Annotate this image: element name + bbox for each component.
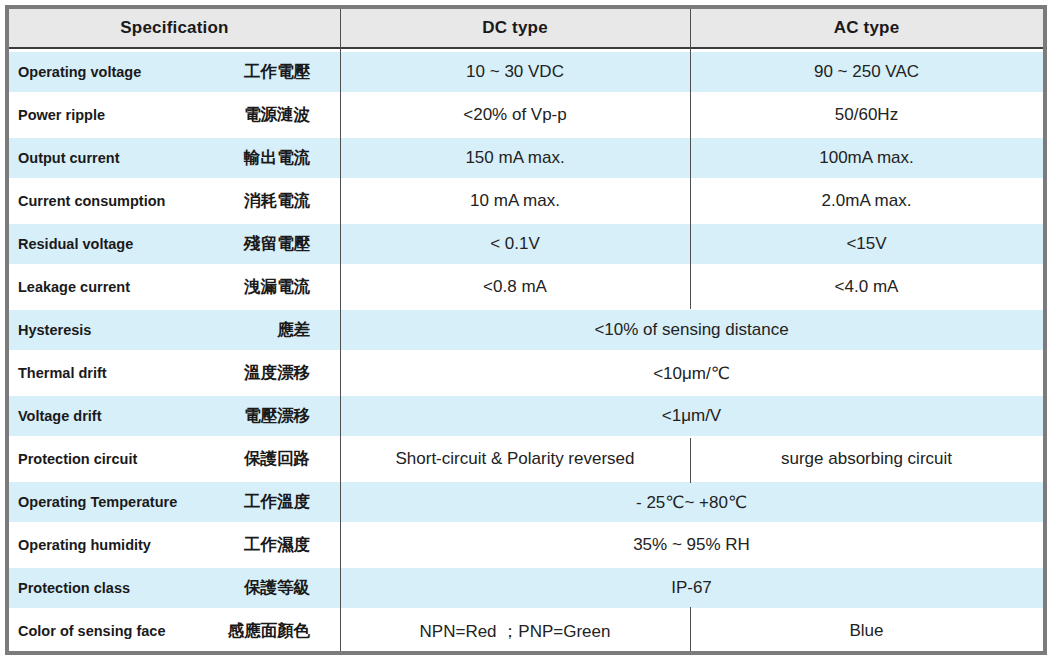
value-ac: 100mA max. — [690, 138, 1043, 178]
spec-label-cell: Operating humidity 工作濕度 — [9, 525, 340, 565]
spec-label-en: Current consumption — [18, 193, 165, 209]
table-row-operating-humidity: Operating humidity 工作濕度 35% ~ 95% RH — [9, 525, 1043, 565]
table-row-protection-class: Protection class 保護等級 IP-67 — [9, 568, 1043, 608]
spec-label-cell: Protection circuit 保護回路 — [9, 439, 340, 479]
spec-label-zh: 電源漣波 — [244, 104, 310, 126]
value-span: <10% of sensing distance — [340, 310, 1043, 350]
spec-label-en: Hysteresis — [18, 322, 91, 338]
table-row-voltage-drift: Voltage drift 電壓漂移 <1μm/V — [9, 396, 1043, 436]
table-row-hysteresis: Hysteresis 應差 <10% of sensing distance — [9, 310, 1043, 350]
spec-label-cell: Thermal drift 溫度漂移 — [9, 353, 340, 393]
spec-label-zh: 感應面顏色 — [228, 620, 311, 642]
spec-label-zh: 輸出電流 — [244, 147, 310, 169]
spec-label-cell: Leakage current 洩漏電流 — [9, 267, 340, 307]
value-span: IP-67 — [340, 568, 1043, 608]
spec-label-en: Voltage drift — [18, 408, 102, 424]
spec-label-cell: Residual voltage 殘留電壓 — [9, 224, 340, 264]
spec-label-cell: Operating voltage 工作電壓 — [9, 52, 340, 92]
spec-label-zh: 溫度漂移 — [244, 362, 310, 384]
spec-label-en: Protection circuit — [18, 451, 137, 467]
spec-label-en: Protection class — [18, 580, 130, 596]
spec-label-en: Operating humidity — [18, 537, 151, 553]
spec-label-zh: 工作濕度 — [244, 534, 310, 556]
spec-label-en: Operating voltage — [18, 64, 141, 80]
spec-label-cell: Output current 輸出電流 — [9, 138, 340, 178]
spec-label-cell: Operating Temperature 工作溫度 — [9, 482, 340, 522]
spec-label-en: Operating Temperature — [18, 494, 177, 510]
value-ac: <15V — [690, 224, 1043, 264]
spec-label-zh: 殘留電壓 — [244, 233, 310, 255]
value-dc: <20% of Vp-p — [340, 95, 690, 135]
value-dc: 150 mA max. — [340, 138, 690, 178]
table-row-residual-voltage: Residual voltage 殘留電壓 < 0.1V<15V — [9, 224, 1043, 264]
spec-label-zh: 保護回路 — [244, 448, 310, 470]
spec-label-cell: Protection class 保護等級 — [9, 568, 340, 608]
value-ac: 90 ~ 250 VAC — [690, 52, 1043, 92]
specification-table: Specification DC type AC type Operating … — [5, 5, 1047, 655]
spec-label-en: Residual voltage — [18, 236, 133, 252]
table-row-color-of-sensing-face: Color of sensing face 感應面顏色 NPN=Red ；PNP=G… — [9, 611, 1043, 651]
value-ac: <4.0 mA — [690, 267, 1043, 307]
spec-label-zh: 電壓漂移 — [244, 405, 310, 427]
table-header-row: Specification DC type AC type — [9, 9, 1043, 49]
spec-label-cell: Power ripple 電源漣波 — [9, 95, 340, 135]
spec-label-cell: Voltage drift 電壓漂移 — [9, 396, 340, 436]
value-dc: NPN=Red ；PNP=Green — [340, 611, 690, 651]
value-ac: surge absorbing circuit — [690, 439, 1043, 479]
value-span: 35% ~ 95% RH — [340, 525, 1043, 565]
value-ac: Blue — [690, 611, 1043, 651]
spec-label-en: Leakage current — [18, 279, 130, 295]
spec-label-en: Thermal drift — [18, 365, 107, 381]
spec-label-cell: Color of sensing face 感應面顏色 — [9, 611, 340, 651]
spec-label-cell: Current consumption 消耗電流 — [9, 181, 340, 221]
spec-label-cell: Hysteresis 應差 — [9, 310, 340, 350]
table-row-thermal-drift: Thermal drift 溫度漂移 <10μm/℃ — [9, 353, 1043, 393]
spec-label-zh: 保護等級 — [244, 577, 310, 599]
spec-label-zh: 應差 — [277, 319, 310, 341]
spec-label-en: Color of sensing face — [18, 623, 165, 639]
value-span: - 25℃~ +80℃ — [340, 482, 1043, 522]
table-row-operating-temperature: Operating Temperature 工作溫度 - 25℃~ +80℃ — [9, 482, 1043, 522]
value-dc: 10 mA max. — [340, 181, 690, 221]
value-span: <10μm/℃ — [340, 353, 1043, 393]
table-row-power-ripple: Power ripple 電源漣波 <20% of Vp-p50/60Hz — [9, 95, 1043, 135]
spec-label-zh: 消耗電流 — [244, 190, 310, 212]
table-body: Operating voltage 工作電壓 10 ~ 30 VDC90 ~ 250… — [9, 49, 1043, 651]
value-ac: 50/60Hz — [690, 95, 1043, 135]
table-row-leakage-current: Leakage current 洩漏電流 <0.8 mA<4.0 mA — [9, 267, 1043, 307]
value-dc: <0.8 mA — [340, 267, 690, 307]
value-span: <1μm/V — [340, 396, 1043, 436]
spec-label-en: Power ripple — [18, 107, 105, 123]
spec-label-zh: 洩漏電流 — [244, 276, 310, 298]
spec-label-zh: 工作溫度 — [244, 491, 310, 513]
header-ac-type: AC type — [690, 9, 1043, 47]
spec-label-zh: 工作電壓 — [244, 61, 310, 83]
table-row-current-consumption: Current consumption 消耗電流 10 mA max.2.0mA m… — [9, 181, 1043, 221]
spec-label-en: Output current — [18, 150, 120, 166]
value-dc: 10 ~ 30 VDC — [340, 52, 690, 92]
value-dc: Short-circuit & Polarity reversed — [340, 439, 690, 479]
table-row-output-current: Output current 輸出電流 150 mA max.100mA max. — [9, 138, 1043, 178]
value-dc: < 0.1V — [340, 224, 690, 264]
table-row-protection-circuit: Protection circuit 保護回路 Short-circuit & Po… — [9, 439, 1043, 479]
header-dc-type: DC type — [340, 9, 690, 47]
header-specification: Specification — [9, 9, 340, 47]
table-row-operating-voltage: Operating voltage 工作電壓 10 ~ 30 VDC90 ~ 250… — [9, 52, 1043, 92]
value-ac: 2.0mA max. — [690, 181, 1043, 221]
